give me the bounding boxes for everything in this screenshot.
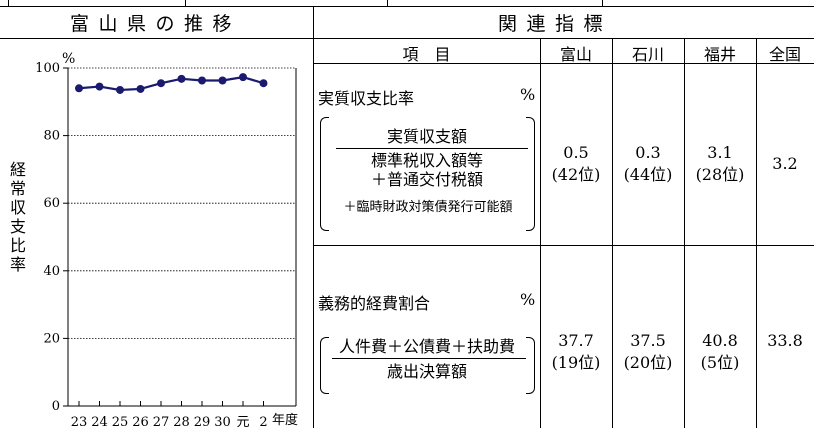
top-strip-tick	[602, 0, 603, 6]
data-point	[157, 79, 165, 88]
value-toyama: 37.7 (19位)	[551, 331, 601, 372]
value-fukui: 3.1 (28位)	[695, 143, 745, 184]
formula-bracket-left	[320, 117, 329, 231]
col-header-national: 全国	[768, 45, 801, 64]
y-tick-label: 20	[43, 331, 60, 346]
x-tick-label: 27	[153, 415, 170, 428]
row-label-mandatory-expense-ratio: 義務的経費割合	[318, 294, 431, 313]
x-tick-label: 28	[173, 415, 190, 428]
left-section-title: 富山県の推移	[70, 13, 242, 35]
main-divider	[313, 6, 314, 428]
row-divider	[313, 245, 814, 246]
y-unit-label: %	[62, 51, 75, 67]
formula-denominator-line: ＋臨時財政対策債発行可能額	[343, 200, 513, 215]
formula-bracket-right	[526, 117, 535, 231]
right-section-title: 関連指標	[498, 13, 613, 35]
x-tick-label: 2	[259, 415, 267, 428]
x-tick-label: 30	[214, 415, 231, 428]
fraction-bar	[336, 148, 528, 149]
formula-numerator: 実質収支額	[386, 127, 467, 146]
formula-bracket-right	[526, 337, 535, 394]
top-strip-tick	[185, 0, 186, 6]
row-unit: %	[520, 85, 536, 104]
data-point	[239, 73, 247, 82]
formula-bracket-left	[320, 337, 329, 394]
top-strip-tick	[8, 0, 9, 6]
x-tick-label: 25	[112, 415, 129, 428]
y-axis-label: 経常収支比率	[10, 160, 27, 274]
top-strip-tick	[387, 0, 388, 6]
y-tick-label: 100	[35, 61, 60, 76]
y-tick-label: 40	[43, 264, 60, 279]
formula-denominator-line: 標準税収入額等	[370, 151, 483, 170]
value-toyama: 0.5 (42位)	[551, 143, 601, 184]
value-national: 3.2	[772, 154, 798, 173]
col-divider	[612, 38, 613, 428]
value-ishikawa: 0.3 (44位)	[623, 143, 673, 184]
top-border	[0, 6, 814, 7]
formula-denominator-line: ＋普通交付税額	[370, 170, 483, 189]
value-national: 33.8	[767, 331, 803, 350]
formula-denominator-line: 歳出決算額	[386, 362, 467, 381]
column-header-border	[313, 63, 814, 64]
data-point	[116, 85, 124, 94]
col-divider	[756, 38, 757, 428]
y-tick-label: 0	[52, 399, 60, 414]
ordinary-balance-ratio-chart: 0 20 40 60 80 100 23 24 25 26 27 28 29 30 元 2 % 年度	[35, 51, 298, 428]
fraction-bar	[332, 358, 526, 359]
row-label-real-balance-ratio: 実質収支比率	[318, 89, 415, 108]
row-unit: %	[520, 290, 536, 309]
x-tick-label: 29	[194, 415, 211, 428]
col-divider	[540, 38, 541, 428]
header-bottom-border	[0, 38, 814, 39]
x-tick-label: 24	[91, 415, 108, 428]
y-tick-label: 80	[43, 129, 60, 144]
value-ishikawa: 37.5 (20位)	[623, 331, 673, 372]
x-tick-label: 元	[236, 415, 249, 428]
col-header-toyama: 富山	[559, 45, 592, 64]
series-line	[78, 75, 264, 92]
formula-numerator: 人件費＋公債費＋扶助費	[338, 337, 515, 356]
x-axis-label: 年度	[272, 412, 298, 428]
data-point	[136, 84, 145, 93]
value-fukui: 40.8 (5位)	[700, 331, 740, 372]
data-point	[218, 76, 227, 85]
data-point	[177, 74, 186, 83]
col-header-fukui: 福井	[703, 45, 736, 64]
col-header-ishikawa: 石川	[631, 45, 664, 64]
data-point	[75, 84, 83, 93]
data-point	[198, 76, 206, 85]
data-point	[95, 82, 104, 91]
col-header-item: 項 目	[402, 45, 451, 64]
y-tick-label: 60	[43, 196, 60, 211]
x-tick-label: 26	[132, 415, 149, 428]
data-point	[259, 79, 268, 88]
col-divider	[684, 38, 685, 428]
x-tick-label: 23	[71, 415, 88, 428]
